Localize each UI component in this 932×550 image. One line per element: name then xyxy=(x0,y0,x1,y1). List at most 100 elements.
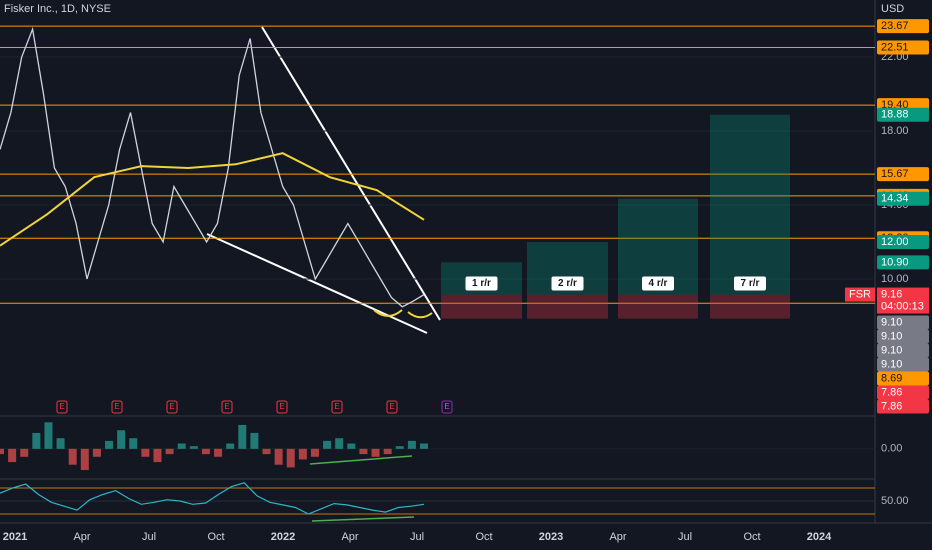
last-price: 9.16 xyxy=(881,288,902,300)
histogram-bar xyxy=(92,448,101,457)
histogram-bar xyxy=(383,448,392,455)
x-tick-label: 2021 xyxy=(3,531,27,543)
target-badge: 14.34 xyxy=(881,193,909,205)
x-tick-label: Oct xyxy=(475,531,492,543)
event-label: E xyxy=(59,402,64,411)
histogram-bar xyxy=(80,448,89,471)
histogram-bar xyxy=(310,448,319,457)
stop-badge: 7.86 xyxy=(881,400,902,412)
symbol-badge-bg xyxy=(845,287,875,302)
histogram-bar xyxy=(323,440,332,449)
event-marker xyxy=(331,400,343,414)
event-marker xyxy=(276,400,288,414)
histogram-bar xyxy=(8,448,17,463)
y-tick-label: 18.00 xyxy=(881,125,909,137)
histogram-bar xyxy=(56,438,65,449)
histogram-bar xyxy=(420,443,428,449)
bottom-marker xyxy=(373,309,433,319)
price-badge: 7.86 xyxy=(881,386,902,398)
histogram-bar xyxy=(117,430,126,449)
symbol-badge: FSR xyxy=(849,288,871,300)
price-badge-bg xyxy=(877,315,929,330)
y-tick-label: 0.00 xyxy=(881,443,902,455)
histogram-bar xyxy=(407,440,416,449)
moving-average xyxy=(0,152,425,247)
rr-label: 7 r/r xyxy=(741,278,760,289)
level-badge: 15.67 xyxy=(881,168,909,180)
trend-line xyxy=(261,26,441,321)
histogram-bar xyxy=(395,446,404,449)
histogram-bar xyxy=(274,448,283,465)
histogram-bar xyxy=(359,448,368,455)
target-badge: 10.90 xyxy=(881,256,909,268)
loss-zone xyxy=(527,294,608,319)
x-tick-label: Apr xyxy=(341,531,358,543)
histogram-bar xyxy=(262,448,271,455)
x-tick-label: 2024 xyxy=(807,531,832,543)
target-badge-bg xyxy=(877,107,929,122)
level-badge-bg xyxy=(877,40,929,55)
x-tick-label: 2023 xyxy=(539,531,563,543)
histogram-bar xyxy=(153,448,162,463)
countdown: 04:00:13 xyxy=(881,300,924,312)
x-tick-label: Oct xyxy=(743,531,760,543)
level-badge-bg xyxy=(877,19,929,34)
currency: USD xyxy=(881,3,904,15)
profit-zone xyxy=(710,114,790,295)
x-tick-label: Apr xyxy=(73,531,90,543)
histogram-bar xyxy=(141,448,150,457)
y-tick-label: 10.00 xyxy=(881,273,909,285)
event-label: E xyxy=(334,402,339,411)
rr-label-bg xyxy=(734,276,766,291)
histogram-bar xyxy=(20,448,29,457)
level-badge-bg xyxy=(877,167,929,182)
target-badge-bg xyxy=(877,191,929,206)
event-label: E xyxy=(224,402,229,411)
histogram-bar xyxy=(201,448,210,455)
histogram-bar xyxy=(44,422,53,449)
histogram-bar xyxy=(32,432,41,449)
price-badge-bg xyxy=(877,343,929,358)
rr-label: 2 r/r xyxy=(558,278,577,289)
level-badge: 23.67 xyxy=(881,20,909,32)
target-badge: 12.00 xyxy=(881,236,909,248)
level-badge: 8.69 xyxy=(881,372,902,384)
divergence-line xyxy=(309,455,413,465)
rr-label-bg xyxy=(551,276,584,291)
histogram-bar xyxy=(189,446,198,449)
histogram-bar xyxy=(238,424,247,449)
rr-label-bg xyxy=(465,276,498,291)
price-badge-bg xyxy=(877,385,929,400)
histogram-bar xyxy=(105,440,114,449)
event-marker xyxy=(111,400,123,414)
histogram-bar xyxy=(335,438,344,449)
price-badge: 9.10 xyxy=(881,316,902,328)
event-label: E xyxy=(114,402,119,411)
level-badge: 22.51 xyxy=(881,41,909,53)
histogram-bar xyxy=(226,443,235,449)
event-label: E xyxy=(444,402,449,411)
price-badge: 9.10 xyxy=(881,344,902,356)
event-marker xyxy=(386,400,398,414)
histogram-bar xyxy=(250,432,259,449)
event-label: E xyxy=(389,402,394,411)
x-tick-label: Jul xyxy=(142,531,156,543)
histogram-bar xyxy=(177,443,186,449)
event-label: E xyxy=(279,402,284,411)
event-marker xyxy=(221,400,233,414)
price-badge: 9.10 xyxy=(881,330,902,342)
rr-label: 1 r/r xyxy=(472,278,491,289)
x-tick-label: Jul xyxy=(678,531,692,543)
histogram-bar xyxy=(165,448,174,455)
loss-zone xyxy=(618,294,698,319)
histogram-bar xyxy=(286,448,295,468)
event-marker xyxy=(441,400,453,414)
histogram-bar xyxy=(214,448,223,457)
histogram-bar xyxy=(298,448,307,460)
price-badge-bg xyxy=(877,357,929,372)
target-badge: 18.88 xyxy=(881,109,909,121)
price-badge-bg xyxy=(877,329,929,344)
divergence-line xyxy=(311,516,415,522)
histogram-bar xyxy=(129,438,138,449)
